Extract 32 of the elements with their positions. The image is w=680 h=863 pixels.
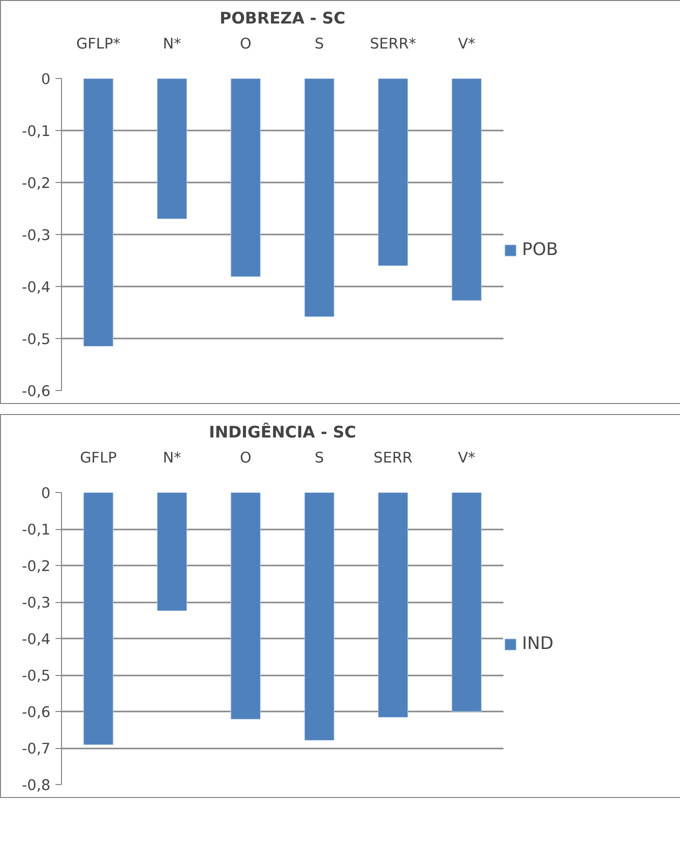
x-tick-label: N* xyxy=(162,36,182,52)
x-tick-label: V* xyxy=(458,36,476,52)
y-tick-label: -0,3 xyxy=(22,594,51,612)
chart-title: POBREZA - SC xyxy=(220,8,346,28)
y-tick-label: -0,1 xyxy=(22,123,51,140)
x-tick-label: GFLP* xyxy=(76,36,120,52)
y-tick-label: -0,7 xyxy=(22,740,51,758)
x-tick-label: GFLP xyxy=(80,450,117,466)
x-tick-label: O xyxy=(240,36,252,52)
chart-title: INDIGÊNCIA - SC xyxy=(208,422,356,442)
x-tick-label: SERR xyxy=(374,450,412,466)
y-tick-label: -0,5 xyxy=(22,668,51,684)
legend-label: POB xyxy=(522,240,558,260)
y-tick-label: -0,2 xyxy=(22,175,51,192)
x-tick-label: O xyxy=(240,450,252,466)
y-tick-label: -0,8 xyxy=(22,777,51,794)
x-tick-label: V* xyxy=(458,450,476,466)
y-tick-label: -0,4 xyxy=(22,631,51,648)
x-tick-label: S xyxy=(314,450,324,466)
y-tick-label: -0,6 xyxy=(22,704,51,721)
y-tick-label: 0 xyxy=(41,485,51,502)
y-tick-label: 0 xyxy=(41,71,51,88)
y-tick-label: -0,2 xyxy=(22,558,51,575)
y-tick-label: -0,1 xyxy=(22,522,51,538)
y-tick-label: -0,5 xyxy=(22,331,51,348)
x-tick-label: S xyxy=(314,36,324,52)
y-tick-label: -0,4 xyxy=(22,279,51,296)
legend-label: IND xyxy=(522,634,554,654)
x-tick-label: SERR* xyxy=(370,36,416,52)
y-tick-label: -0,6 xyxy=(22,383,51,400)
x-tick-label: N* xyxy=(162,450,182,466)
y-tick-label: -0,3 xyxy=(22,227,51,244)
